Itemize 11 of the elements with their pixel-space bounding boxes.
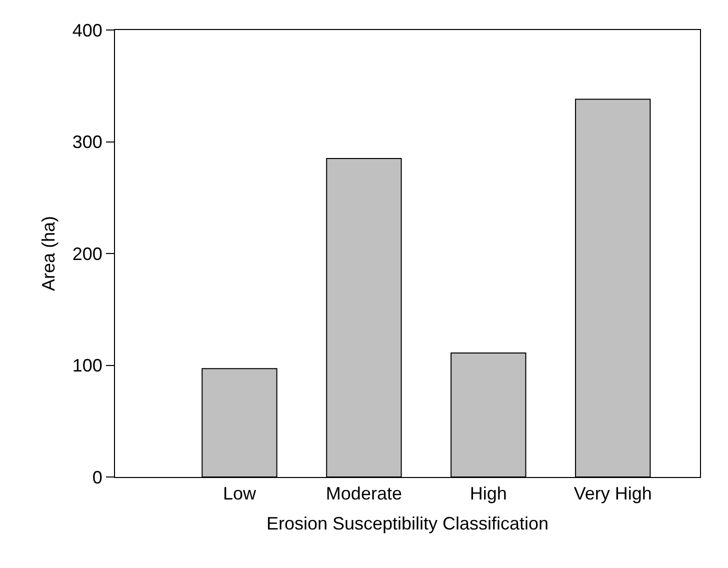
y-tick-label: 0 bbox=[92, 467, 102, 488]
x-axis-title: Erosion Susceptibility Classification bbox=[266, 514, 549, 534]
x-tick-label: Moderate bbox=[326, 484, 402, 504]
y-axis-title: Area (ha) bbox=[38, 216, 59, 292]
x-tick-label: Very High bbox=[574, 484, 652, 504]
y-tick-label: 100 bbox=[72, 356, 102, 376]
y-tick-label: 300 bbox=[72, 132, 102, 152]
x-tick-label: Low bbox=[222, 484, 257, 504]
y-tick-label: 200 bbox=[72, 244, 102, 264]
x-tick-label: High bbox=[470, 484, 507, 504]
y-tick-label: 400 bbox=[72, 20, 102, 40]
